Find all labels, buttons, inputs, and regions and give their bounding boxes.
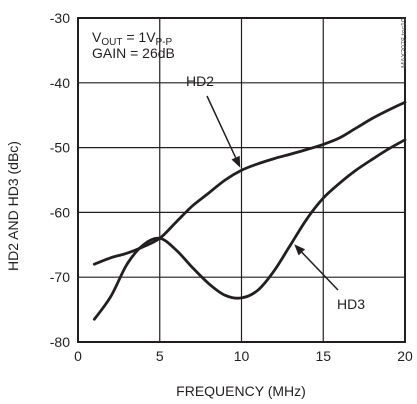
annotation-arrowhead-hd2 <box>231 155 241 168</box>
series-line-hd2 <box>92 100 407 266</box>
y-tick-label: -70 <box>50 269 70 285</box>
tick-labels: 0 5 10 15 20 -30 -40 -50 -60 -70 -80 <box>50 10 413 364</box>
y-tick-label: -50 <box>50 140 70 156</box>
watermark: MAX2078 toc10 <box>401 18 408 68</box>
condition-vout: VOUT = 1VP-P <box>92 29 173 48</box>
x-tick-label: 5 <box>156 348 164 364</box>
x-tick-label: 10 <box>234 348 250 364</box>
x-tick-label: 0 <box>74 348 82 364</box>
x-tick-label: 15 <box>315 348 331 364</box>
series-line-hd3 <box>92 138 407 321</box>
plot-frame <box>77 17 406 343</box>
x-axis-title: FREQUENCY (MHz) <box>176 383 306 399</box>
y-tick-label: -80 <box>50 334 70 350</box>
annotation-arrowhead-hd3 <box>294 244 306 256</box>
y-tick-label: -40 <box>50 75 70 91</box>
y-axis-title: HD2 AND HD3 (dBc) <box>5 141 21 271</box>
condition-gain: GAIN = 26dB <box>92 45 175 61</box>
annotation-label-hd2: HD2 <box>186 73 214 89</box>
curves <box>92 100 407 321</box>
y-tick-label: -60 <box>50 204 70 220</box>
annotation-arrow-hd2 <box>206 95 237 158</box>
grid <box>77 17 406 343</box>
annotation-label-hd3: HD3 <box>337 296 365 312</box>
annotations: HD2 HD3 <box>186 73 365 312</box>
x-tick-label: 20 <box>397 348 413 364</box>
annotation-arrow-hd3 <box>301 251 339 291</box>
y-tick-label: -30 <box>50 10 70 26</box>
